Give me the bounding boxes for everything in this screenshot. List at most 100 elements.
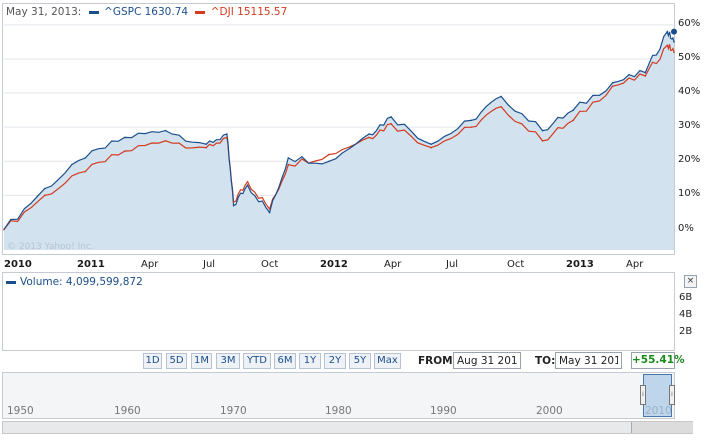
x-tick-label: Apr	[384, 259, 402, 270]
data-point-gspc	[666, 30, 669, 33]
data-point-gspc	[84, 157, 87, 159]
series-swatch-dji	[195, 10, 206, 14]
data-point-dji	[644, 75, 647, 77]
data-point-dji	[232, 201, 235, 204]
range-button-ytd[interactable]: YTD	[243, 353, 271, 369]
last-value-marker	[671, 28, 677, 35]
close-button[interactable]: ×	[684, 275, 697, 288]
data-point-gspc	[644, 71, 647, 74]
range-button-1y[interactable]: 1Y	[299, 353, 321, 369]
y-tick-label: 50%	[678, 51, 701, 63]
data-point-dji	[666, 44, 669, 47]
data-point-dji	[226, 136, 228, 139]
data-point-dji	[164, 140, 167, 142]
legend-gspc: ^GSPC 1630.74	[104, 6, 189, 18]
navigator-selection[interactable]	[643, 374, 672, 417]
data-point-dji	[123, 150, 126, 152]
range-button-2y[interactable]: 2Y	[324, 353, 346, 369]
navigator-year-label: 1990	[430, 405, 457, 417]
data-point-gspc	[123, 136, 126, 139]
data-point-gspc	[164, 129, 167, 132]
data-point-gspc	[470, 119, 472, 122]
data-point-gspc	[541, 129, 544, 132]
navigator-scrollbar[interactable]	[2, 421, 693, 434]
x-tick-label: Apr	[141, 259, 159, 270]
range-button-1d[interactable]: 1D	[143, 353, 162, 369]
y-tick-label: 10%	[678, 188, 701, 200]
data-point-dji	[673, 51, 675, 53]
data-point-dji	[390, 122, 392, 125]
range-button-3m[interactable]: 3M	[216, 353, 240, 369]
data-point-dji	[287, 163, 290, 166]
y-tick-label: 20%	[678, 154, 701, 166]
data-point-dji	[43, 194, 46, 197]
legend-date: May 31, 2013:	[6, 6, 82, 18]
data-point-gspc	[430, 143, 432, 146]
data-point-dji	[268, 208, 271, 210]
x-tick-label: 2010	[4, 259, 32, 270]
volume-tick-label: 4B	[679, 308, 693, 320]
data-point-gspc	[205, 143, 208, 146]
range-button-6m[interactable]: 6M	[274, 353, 296, 369]
scrollbar-thumb[interactable]	[631, 422, 693, 433]
x-tick-label: Apr	[626, 259, 644, 270]
data-point-dji	[572, 119, 575, 122]
data-point-gspc	[368, 133, 370, 135]
navigator-right-handle[interactable]: ⁞	[669, 385, 675, 405]
x-tick-label: Jul	[446, 259, 459, 270]
navigator-year-label: 1950	[7, 405, 34, 417]
data-point-dji	[430, 146, 432, 149]
volume-tick-label: 6B	[679, 291, 693, 303]
x-tick-label: Oct	[261, 259, 279, 270]
data-point-gspc	[268, 211, 271, 214]
percent-change: +55.41%	[631, 352, 685, 369]
range-button-5y[interactable]: 5Y	[349, 353, 371, 369]
data-point-dji	[328, 153, 330, 156]
data-point-dji	[541, 140, 544, 142]
data-point-gspc	[43, 187, 46, 190]
to-label: TO:	[535, 355, 556, 367]
data-point-dji	[246, 180, 249, 183]
volume-panel[interactable]	[2, 272, 675, 351]
from-date-input[interactable]	[453, 352, 521, 369]
data-point-dji	[205, 146, 208, 149]
data-point-dji	[611, 85, 614, 88]
x-tick-label: Oct	[507, 259, 525, 270]
data-point-gspc	[673, 41, 675, 43]
data-point-gspc	[328, 160, 330, 163]
data-point-gspc	[226, 133, 228, 135]
data-point-gspc	[287, 157, 290, 159]
data-point-gspc	[232, 204, 235, 207]
volume-legend: Volume: 4,099,599,872	[6, 276, 143, 288]
navigator-year-label: 1960	[114, 405, 141, 417]
navigator-panel[interactable]	[2, 372, 675, 419]
series-swatch-gspc	[88, 10, 99, 14]
x-tick-label: Jul	[203, 259, 216, 270]
x-tick-label: 2013	[566, 259, 594, 270]
x-tick-label: 2011	[77, 259, 105, 270]
legend-dji: ^DJI 15115.57	[210, 6, 288, 18]
data-point-dji	[500, 105, 502, 108]
y-tick-label: 30%	[678, 120, 701, 132]
data-point-gspc	[390, 116, 392, 118]
range-button-5d[interactable]: 5D	[166, 353, 187, 369]
y-tick-label: 40%	[678, 86, 701, 98]
volume-swatch	[6, 280, 16, 284]
navigator-year-label: 1970	[220, 405, 247, 417]
range-button-max[interactable]: Max	[374, 353, 401, 369]
y-tick-label: 60%	[678, 17, 701, 29]
copyright-text: © 2013 Yahoo! Inc.	[7, 242, 94, 252]
volume-label: Volume: 4,099,599,872	[20, 276, 143, 288]
range-button-1m[interactable]: 1M	[191, 353, 212, 369]
to-date-input[interactable]	[555, 352, 622, 369]
data-point-dji	[3, 228, 5, 231]
volume-tick-label: 2B	[679, 325, 693, 337]
chart-legend: May 31, 2013: ^GSPC 1630.74 ^DJI 15115.5…	[6, 6, 287, 18]
navigator-year-label: 1980	[325, 405, 352, 417]
x-tick-label: 2012	[320, 259, 348, 270]
data-point-dji	[84, 170, 87, 173]
navigator-left-handle[interactable]: ⁞	[640, 385, 646, 405]
y-tick-label: 0%	[678, 222, 694, 234]
from-label: FROM:	[418, 355, 457, 367]
data-point-gspc	[500, 95, 502, 98]
